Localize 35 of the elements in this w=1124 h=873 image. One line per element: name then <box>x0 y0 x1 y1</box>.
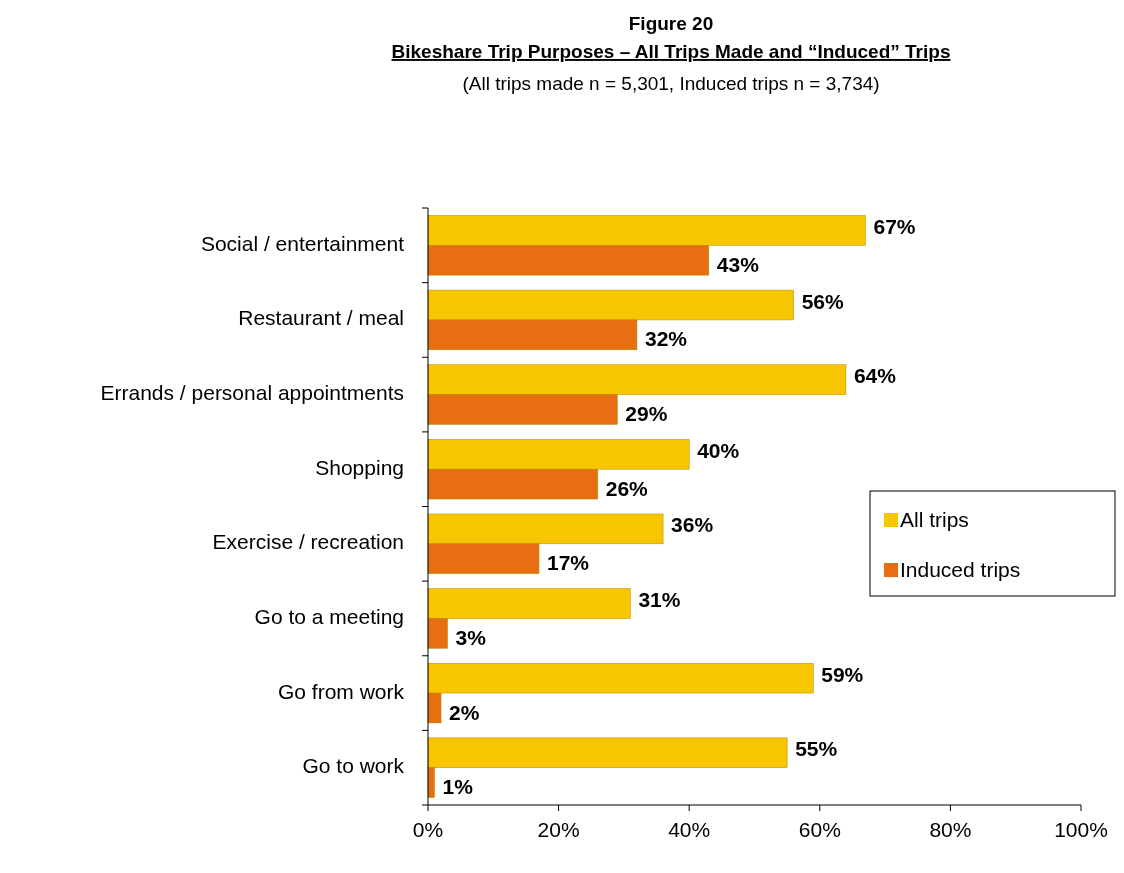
data-label: 64% <box>853 364 897 388</box>
y-tick-label: Go to work <box>302 754 405 778</box>
y-tick-label: Go from work <box>277 679 405 703</box>
data-label: 43% <box>716 252 760 276</box>
data-label: 56% <box>801 289 845 313</box>
y-tick-label: Restaurant / meal <box>238 306 404 330</box>
legend-label: All trips <box>900 507 969 531</box>
data-label: 40% <box>697 438 740 462</box>
x-tick-label: 60% <box>798 818 841 841</box>
x-tick-label: 20% <box>537 818 580 841</box>
x-tick-label: 0% <box>412 818 444 841</box>
data-label: 26% <box>605 476 649 500</box>
y-tick-label: Shopping <box>315 455 404 479</box>
data-label: 32% <box>644 327 688 351</box>
y-tick-label: Errands / personal appointments <box>100 381 404 405</box>
data-label: 17% <box>547 551 590 575</box>
x-tick-label: 80% <box>929 818 972 841</box>
data-label: 67% <box>873 214 916 238</box>
y-tick-label: Social / entertainment <box>200 231 405 255</box>
chart-subtitle: Bikeshare Trip Purposes – All Trips Made and “Induced” Trips <box>391 41 951 62</box>
data-label: 29% <box>625 402 668 426</box>
chart-title: Figure 20 <box>628 13 714 34</box>
data-label: 36% <box>671 513 714 537</box>
data-label: 59% <box>821 662 864 686</box>
data-label: 31% <box>638 588 681 612</box>
y-tick-label: Go to a meeting <box>254 604 404 628</box>
x-tick-label: 40% <box>668 818 711 841</box>
legend-label: Induced trips <box>900 557 1021 581</box>
x-tick-label: 100% <box>1054 818 1108 841</box>
y-tick-label: Exercise / recreation <box>212 530 404 554</box>
data-label: 2% <box>449 700 480 724</box>
text: (All trips made n = 5,301, Induced trips n = 3,734) <box>462 73 880 94</box>
data-label: 3% <box>455 625 487 649</box>
data-label: 55% <box>795 737 838 761</box>
data-label: 1% <box>442 775 474 799</box>
